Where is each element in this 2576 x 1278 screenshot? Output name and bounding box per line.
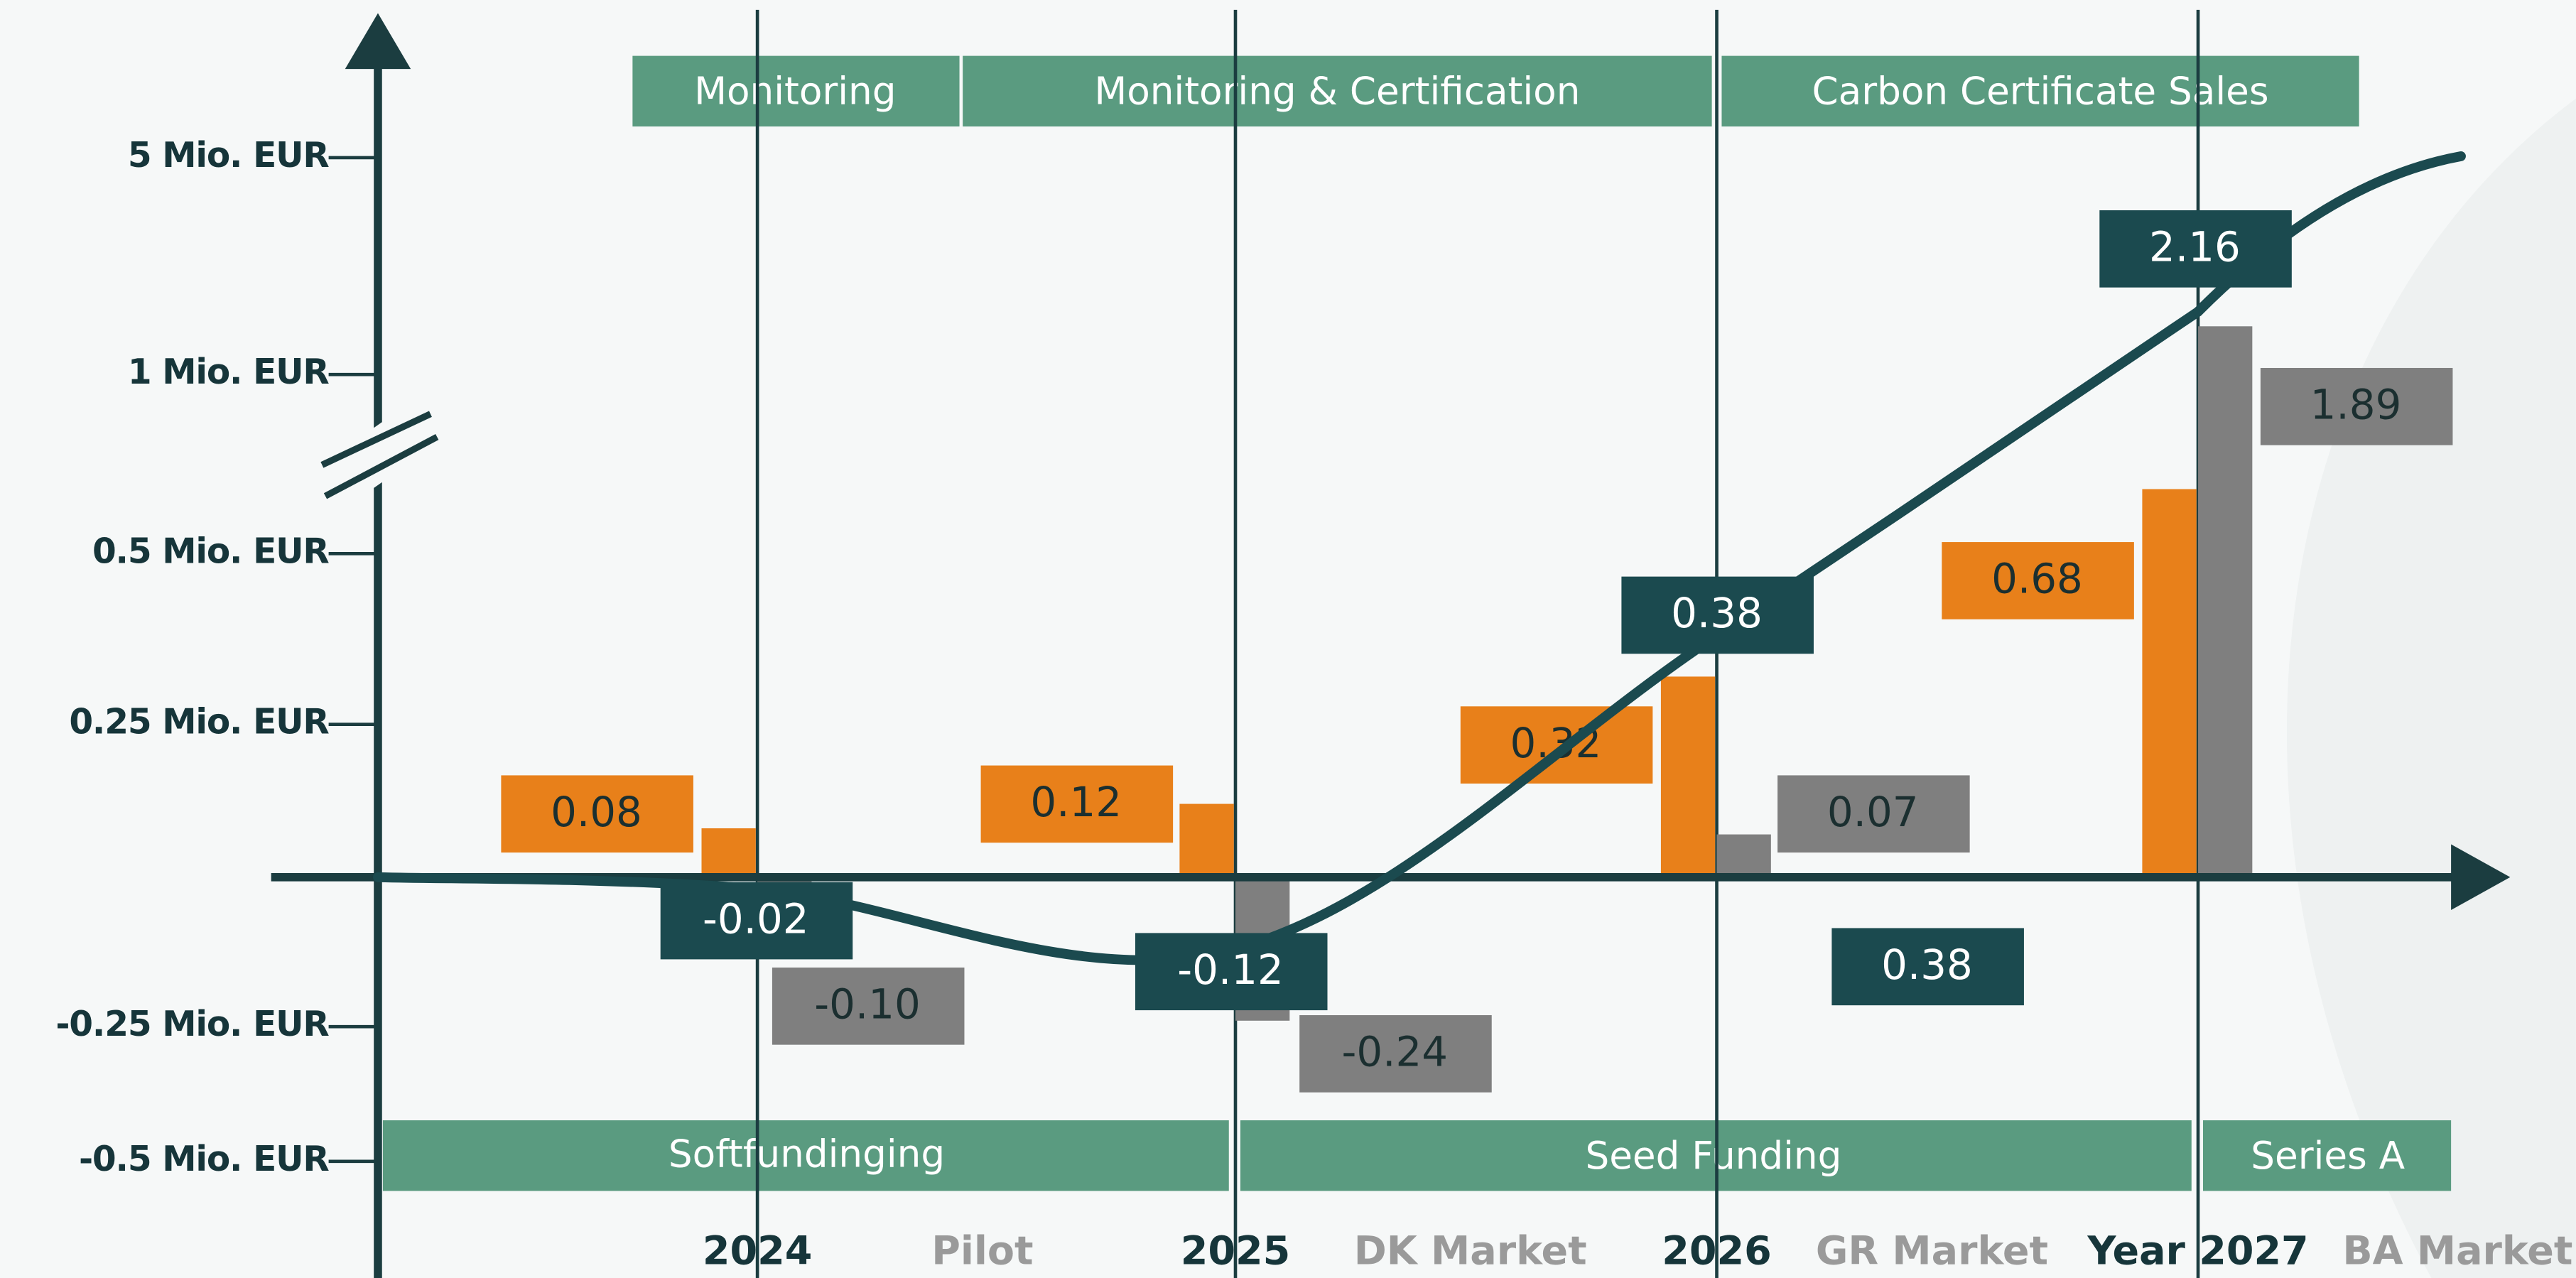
funding-band — [2202, 1120, 2452, 1191]
bar — [1660, 676, 1716, 877]
axis-break — [323, 433, 439, 499]
period-label: Pilot — [931, 1228, 1033, 1274]
data-label-box — [772, 967, 965, 1045]
phase-band — [1721, 55, 2359, 127]
data-label: 0.68 — [1991, 555, 2083, 603]
annotation-box — [1831, 928, 2024, 1006]
data-label-box — [980, 765, 1174, 843]
line — [752, 306, 2203, 965]
line-label: 2.16 — [2149, 223, 2241, 271]
y-tick-label: 0.25 Mio. EUR — [69, 703, 329, 742]
funding-label: Softfundinging — [669, 1132, 945, 1176]
line-label: -0.12 — [1177, 946, 1284, 994]
data-label: -0.10 — [814, 980, 921, 1029]
data-label: 0.08 — [551, 788, 642, 836]
axis-break — [320, 411, 432, 468]
y-tick-label: -0.25 Mio. EUR — [55, 1004, 329, 1044]
bar — [701, 828, 756, 877]
line-label-box — [2099, 210, 2292, 288]
bar — [2142, 489, 2197, 877]
phase-label: Monitoring — [694, 69, 896, 113]
line-label: -0.02 — [703, 894, 809, 943]
annotation: 0.38 — [1881, 941, 1973, 989]
data-label-box — [1460, 706, 1653, 784]
period-label: BA Market — [2342, 1228, 2572, 1274]
funding-band — [382, 1120, 1229, 1191]
x-tick-label: 2026 — [1662, 1228, 1771, 1274]
x-tick-label: 2025 — [1181, 1228, 1290, 1274]
data-label-box — [501, 775, 693, 853]
line-label: 0.38 — [1671, 589, 1763, 637]
y-tick-label: 5 Mio. EUR — [128, 136, 330, 175]
phase-band — [963, 55, 1712, 127]
y-tick-label: -0.5 Mio. EUR — [79, 1139, 329, 1179]
line-label-box — [660, 882, 853, 960]
line-label-box — [1135, 933, 1328, 1011]
bar — [2198, 326, 2253, 877]
x-axis-arrow — [2451, 844, 2511, 911]
phase-label: Monitoring & Certification — [1094, 69, 1580, 113]
phase-band — [632, 55, 960, 127]
data-label-box — [1942, 542, 2134, 619]
data-label-box — [1777, 775, 1970, 853]
phase-label: Carbon Certificate Sales — [1812, 69, 2269, 113]
funding-label: Seed Funding — [1585, 1134, 1841, 1178]
data-label: 1.89 — [2310, 381, 2402, 429]
line-label-box — [1621, 576, 1814, 654]
y-tick-label: 0.5 Mio. EUR — [92, 531, 329, 571]
y-axis-arrow — [345, 13, 411, 70]
x-tick-label: Year 2027 — [2087, 1228, 2308, 1274]
x-tick-label: 2024 — [703, 1228, 812, 1274]
funding-label: Series A — [2251, 1134, 2405, 1178]
data-label: -0.24 — [1342, 1028, 1449, 1076]
bar — [1716, 834, 1771, 877]
data-label-box — [1299, 1015, 1492, 1093]
data-label: 0.07 — [1827, 788, 1919, 836]
data-label: 0.12 — [1030, 778, 1122, 826]
period-label: GR Market — [1816, 1228, 2048, 1274]
period-label: DK Market — [1354, 1228, 1587, 1274]
data-label-box — [2260, 367, 2453, 445]
y-tick-label: 1 Mio. EUR — [128, 352, 330, 392]
bar — [1179, 803, 1234, 877]
